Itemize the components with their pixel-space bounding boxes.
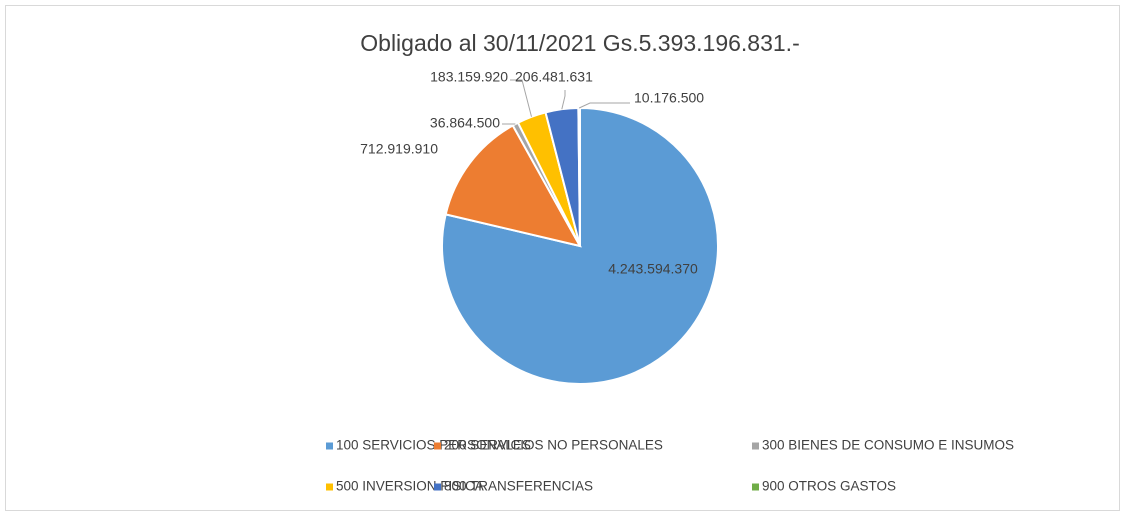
legend-label: 900 OTROS GASTOS (762, 479, 896, 494)
legend-swatch (434, 483, 441, 491)
legend-label: 500 INVERSION FISICA (336, 479, 484, 494)
legend-swatch (752, 442, 759, 450)
legend-swatch (326, 483, 333, 491)
leader-line (561, 90, 566, 110)
pie-slice (444, 124, 582, 248)
data-label: 206.481.631 (515, 69, 593, 85)
data-label: 10.176.500 (634, 90, 704, 106)
legend-swatch (752, 483, 759, 491)
legend-label: 200 SERVICIOS NO PERSONALES (444, 438, 663, 453)
legend-label: 800 TRANSFERENCIAS (444, 479, 593, 494)
legend-label: 100 SERVICIOS PERSONALES (336, 438, 531, 453)
leader-line (578, 102, 630, 109)
data-label: 4.243.594.370 (608, 261, 698, 277)
chart-title: Obligado al 30/11/2021 Gs.5.393.196.831.… (360, 30, 799, 56)
legend-swatch (434, 442, 441, 450)
legend-label: 300 BIENES DE CONSUMO E INSUMOS (762, 438, 1014, 453)
data-label: 712.919.910 (360, 141, 438, 157)
data-label: 183.159.920 (430, 69, 508, 85)
legend-swatch (326, 442, 333, 450)
data-label: 36.864.500 (430, 115, 500, 131)
leader-line (510, 79, 532, 117)
